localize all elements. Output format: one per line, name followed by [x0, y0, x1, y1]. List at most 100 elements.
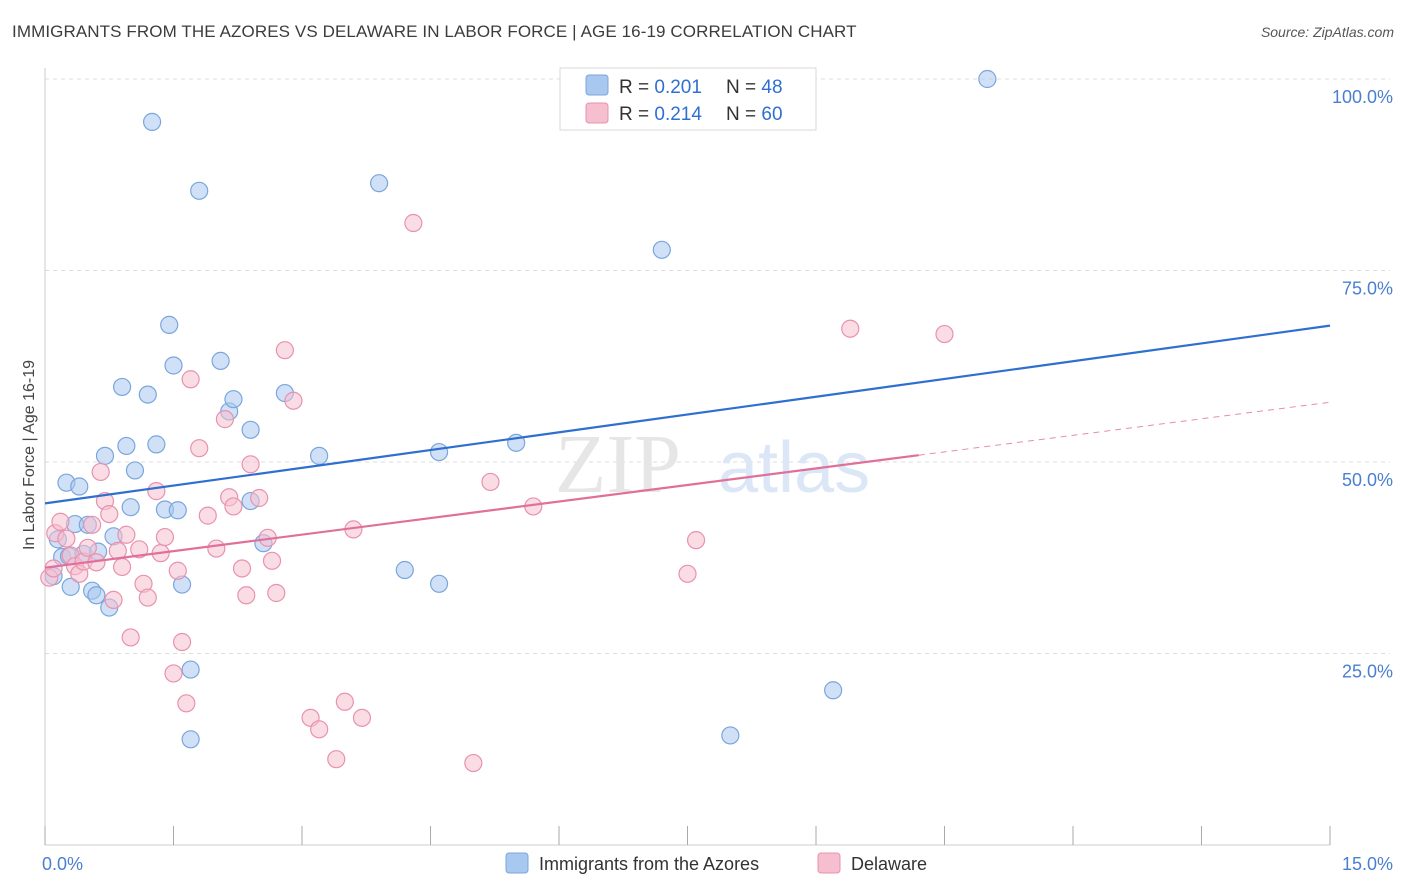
pink-point-53 [464, 753, 483, 773]
pink-point-43 [267, 583, 286, 603]
pink-point-26 [164, 664, 183, 683]
legend-top-row-1-n: N = 48 [726, 77, 783, 98]
y-tick-label-50: 50.0% [1342, 470, 1393, 490]
pink-point-52 [404, 213, 423, 233]
blue-point-13 [95, 446, 115, 465]
pink-point-3 [51, 512, 70, 531]
pink-point-19 [121, 628, 140, 647]
watermark-zip: ZIP [555, 418, 681, 511]
pink-point-34 [215, 410, 234, 429]
pink-point-45 [284, 391, 303, 410]
pink-point-30 [181, 370, 200, 389]
blue-point-42 [429, 574, 449, 593]
blue-point-25 [164, 356, 183, 375]
blue-point-38 [310, 446, 329, 465]
pink-trend-dashed [918, 401, 1331, 456]
blue-point-47 [978, 69, 997, 89]
pink-point-51 [352, 708, 372, 727]
chart-title: IMMIGRANTS FROM THE AZORES VS DELAWARE I… [12, 22, 857, 41]
pink-point-17 [112, 557, 132, 577]
x-tick-label-max: 15.0% [1342, 854, 1393, 874]
blue-point-41 [429, 442, 449, 462]
grid-layer [45, 78, 1390, 654]
legend-top: R = 0.201 N = 48 R = 0.214 N = 60 [559, 67, 817, 131]
blue-point-11 [87, 586, 106, 605]
pink-point-44 [275, 341, 294, 360]
blue-point-46 [824, 681, 843, 700]
blue-point-45 [721, 726, 740, 745]
pink-point-14 [100, 504, 119, 524]
y-tick-label-100: 100.0% [1332, 87, 1393, 107]
y-tick-label-25: 25.0% [1342, 662, 1393, 682]
pink-point-27 [168, 561, 187, 580]
legend-r-label-2: R = [619, 104, 654, 125]
points-layer [40, 69, 997, 773]
pink-point-20 [130, 540, 149, 559]
source-label: Source: ZipAtlas.com [1260, 24, 1394, 40]
pink-point-42 [262, 551, 282, 570]
pink-point-33 [207, 539, 226, 558]
blue-point-33 [224, 390, 243, 409]
pink-point-59 [935, 324, 954, 344]
pink-point-32 [198, 506, 217, 525]
blue-point-28 [181, 660, 200, 679]
pink-point-54 [481, 472, 500, 492]
y-tick-label-75: 75.0% [1342, 279, 1393, 299]
pink-point-9 [78, 538, 97, 557]
blue-point-39 [370, 174, 389, 193]
legend-top-row-2: R = 0.214 [619, 104, 702, 125]
legend-n-value-2: 60 [761, 104, 782, 125]
pink-point-22 [138, 588, 157, 607]
axes-layer: 25.0% 50.0% 75.0% 100.0% 0.0% 15.0% [42, 68, 1393, 874]
blue-point-29 [181, 730, 200, 749]
blue-point-26 [168, 501, 187, 520]
legend-bottom: Immigrants from the Azores Delaware [505, 852, 927, 874]
x-tick-label-min: 0.0% [42, 854, 83, 874]
pink-point-18 [117, 525, 136, 544]
pink-point-39 [241, 455, 260, 474]
legend-r-value-1: 0.201 [654, 77, 702, 98]
pink-point-12 [91, 462, 110, 482]
pink-point-49 [335, 692, 354, 711]
watermark-atlas: atlas [718, 428, 870, 508]
pink-point-38 [237, 586, 256, 605]
legend-bottom-swatch-blue [505, 852, 529, 874]
legend-top-row-1: R = 0.201 [619, 77, 702, 98]
pink-point-31 [190, 439, 209, 458]
legend-top-swatch-blue [585, 74, 609, 96]
pink-point-56 [678, 564, 697, 583]
pink-point-58 [841, 319, 860, 338]
blue-point-22 [147, 435, 166, 454]
legend-n-label-2: N = [726, 104, 761, 125]
pink-point-37 [232, 559, 252, 578]
pink-point-47 [310, 720, 329, 739]
pink-point-40 [250, 488, 269, 508]
blue-point-34 [241, 420, 260, 439]
blue-point-17 [117, 436, 136, 456]
blue-point-21 [142, 112, 162, 131]
legend-r-label-1: R = [619, 77, 654, 98]
legend-bottom-swatch-pink [817, 852, 841, 874]
blue-point-31 [211, 351, 230, 370]
legend-n-value-1: 48 [761, 77, 782, 98]
blue-point-20 [138, 385, 157, 404]
legend-n-label-1: N = [726, 77, 761, 98]
pink-point-57 [686, 531, 706, 550]
blue-point-40 [395, 560, 414, 580]
blue-point-44 [652, 240, 671, 259]
pink-point-36 [224, 497, 243, 516]
legend-bottom-label-blue: Immigrants from the Azores [539, 854, 759, 874]
watermark: ZIP atlas [555, 418, 870, 511]
legend-top-swatch-pink [585, 102, 609, 124]
pink-point-48 [327, 750, 346, 769]
legend-r-value-2: 0.214 [654, 104, 702, 125]
pink-trend-line [44, 454, 919, 569]
blue-point-18 [121, 498, 140, 517]
blue-point-16 [112, 377, 132, 397]
pink-point-4 [57, 529, 76, 548]
pink-point-29 [177, 694, 196, 713]
pink-point-23 [147, 482, 166, 501]
blue-point-5 [61, 577, 80, 596]
y-axis-label: In Labor Force | Age 16-19 [21, 360, 38, 550]
